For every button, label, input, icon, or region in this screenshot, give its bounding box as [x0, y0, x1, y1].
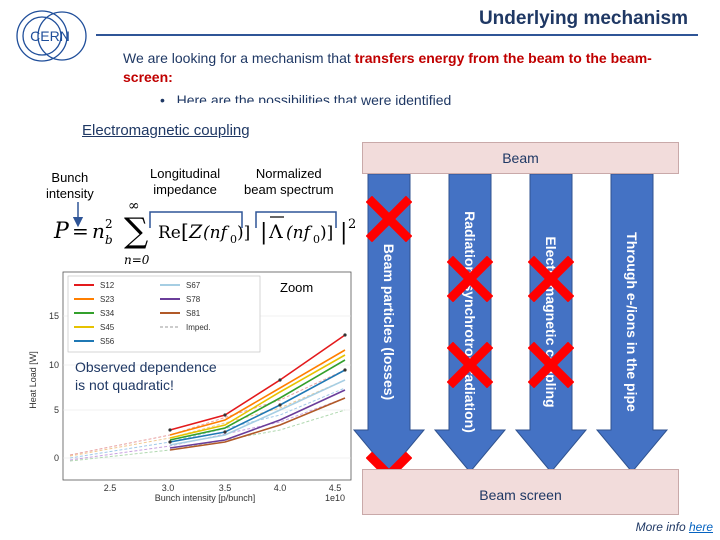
formula-abs-close: |: [340, 220, 347, 245]
formula-re: Re: [158, 223, 181, 243]
cross-icon: [447, 256, 493, 302]
plot-ytick-0: 0: [54, 453, 59, 463]
curve-s12: [169, 334, 346, 431]
plot-legend: S12 S23 S34 S45 S56 S67 S78 S81 Imped.: [67, 275, 261, 353]
plot-xtick-4-5: 4.5: [329, 483, 342, 493]
arrow-em-coupling: [514, 174, 588, 473]
cross-icon: [447, 342, 493, 388]
plot-xscale: 1e10: [325, 493, 345, 503]
formula-n: n: [92, 219, 105, 243]
formula-abs-open: |: [260, 220, 267, 245]
legend-s81: S81: [186, 309, 201, 318]
longitudinal-impedance-line-2: impedance: [153, 182, 217, 197]
legend-s34: S34: [100, 309, 115, 318]
formula-lower-bound: n=0: [124, 253, 150, 267]
heat-load-plot: 15 10 5 0 2.5 3.0 3.5 4.0 4.5 Bunch inte…: [28, 271, 352, 503]
formula-nf: (nf: [203, 223, 230, 243]
cross-icon: [528, 256, 574, 302]
curve-s34: [169, 359, 346, 441]
measured-curves: [169, 334, 346, 451]
cross-icon: [528, 342, 574, 388]
plot-ytick-10: 10: [49, 360, 59, 370]
more-info-link[interactable]: here: [688, 520, 713, 534]
cross-icon: [366, 196, 412, 242]
legend-s23: S23: [100, 295, 115, 304]
intro-text: We are looking for a mechanism that tran…: [123, 49, 698, 87]
plot-xtick-3-5: 3.5: [219, 483, 232, 493]
formula-nf-2: (nf: [286, 223, 313, 243]
arrow-radiation: [433, 174, 507, 473]
legend-s78: S78: [186, 295, 201, 304]
formula-b: b: [105, 233, 113, 247]
normalized-spectrum-line-1: Normalized: [255, 166, 322, 181]
legend-s12: S12: [100, 281, 115, 290]
legend-s56: S56: [100, 337, 115, 346]
plot-xtick-4-0: 4.0: [274, 483, 287, 493]
formula-lambda: Λ: [268, 221, 283, 243]
longitudinal-impedance-line-1: Longitudinal: [150, 166, 221, 181]
curve-s56: [169, 369, 346, 443]
curve-s23: [169, 349, 346, 436]
observed-note-line-2: is not quadratic!: [75, 377, 174, 393]
intro-highlight: transfers energy from the beam to the be…: [123, 50, 652, 85]
arrow-text-electrons-ions: Through e-/ions in the pipe: [624, 232, 640, 412]
plot-ylabel: Heat Load [W]: [28, 351, 38, 409]
zoom-label: Zoom: [280, 280, 314, 295]
plot-xtick-2-5: 2.5: [104, 483, 117, 493]
more-info: More info here: [636, 520, 713, 534]
formula-close: )]: [237, 223, 250, 243]
formula-p: P: [53, 219, 70, 244]
observed-note: Observed dependence is not quadratic!: [75, 358, 217, 394]
formula-z: Z: [188, 221, 203, 243]
intro-text-start: We are looking for a mechanism that: [123, 50, 355, 66]
impedance-bracket: [149, 211, 243, 228]
arrow-beam-particles: [352, 174, 426, 473]
mechanism-arrows: [352, 174, 669, 473]
normalized-spectrum-label: Normalized beam spectrum: [244, 166, 334, 198]
spectrum-bracket: [255, 211, 337, 228]
legend-s67: S67: [186, 281, 201, 290]
curve-s45: [169, 354, 346, 439]
beam-screen-box: Beam screen: [362, 469, 679, 515]
arrow-text-beam-particles: Beam particles (losses): [381, 243, 397, 401]
cern-logo: CERN: [16, 10, 87, 62]
normalized-spectrum-line-2: beam spectrum: [244, 182, 334, 197]
arrow-text-radiation: Radiation (synchrotron radiation): [462, 211, 478, 433]
formula-sum: ∑: [124, 211, 148, 251]
formula-exp2: 2: [105, 217, 113, 231]
more-info-text: More info: [635, 520, 686, 534]
legend-s45: S45: [100, 323, 115, 332]
formula-f0-sub-2: 0: [313, 233, 320, 246]
formula-bracket: [: [181, 219, 189, 243]
bunch-intensity-line-2: intensity: [46, 186, 94, 201]
formula-infinity: ∞: [128, 198, 140, 214]
curve-s67: [169, 379, 346, 446]
formula-close-2: )]: [320, 223, 333, 243]
curve-s81: [169, 397, 346, 451]
plot-xlabel: Bunch intensity [p/bunch]: [155, 493, 256, 503]
beam-box: Beam: [362, 142, 679, 174]
cern-logo-text: CERN: [30, 28, 70, 44]
observed-note-line-1: Observed dependence: [75, 359, 217, 375]
formula-equals: =: [72, 219, 89, 243]
formula-f0-sub: 0: [230, 233, 237, 246]
slide-title: Underlying mechanism: [478, 8, 688, 29]
bunch-intensity-line-1: Bunch: [51, 170, 89, 185]
em-coupling-title: Electromagnetic coupling: [82, 122, 250, 139]
title-divider: [96, 34, 698, 36]
plot-ytick-15: 15: [49, 311, 59, 321]
formula-square: 2: [348, 217, 356, 232]
heat-load-formula: P = n b 2 ∑ ∞ n=0 Re [ Z (nf 0 )] | Λ (n…: [53, 198, 356, 267]
plot-xtick-3-0: 3.0: [162, 483, 175, 493]
arrow-electrons-ions: [595, 174, 669, 473]
curve-s78: [169, 389, 346, 449]
legend-imped: Imped.: [186, 323, 210, 332]
label-pointers: [72, 202, 337, 228]
bunch-intensity-label: Bunch intensity: [46, 170, 94, 202]
plot-ytick-5: 5: [54, 405, 59, 415]
longitudinal-impedance-label: Longitudinal impedance: [150, 166, 220, 198]
